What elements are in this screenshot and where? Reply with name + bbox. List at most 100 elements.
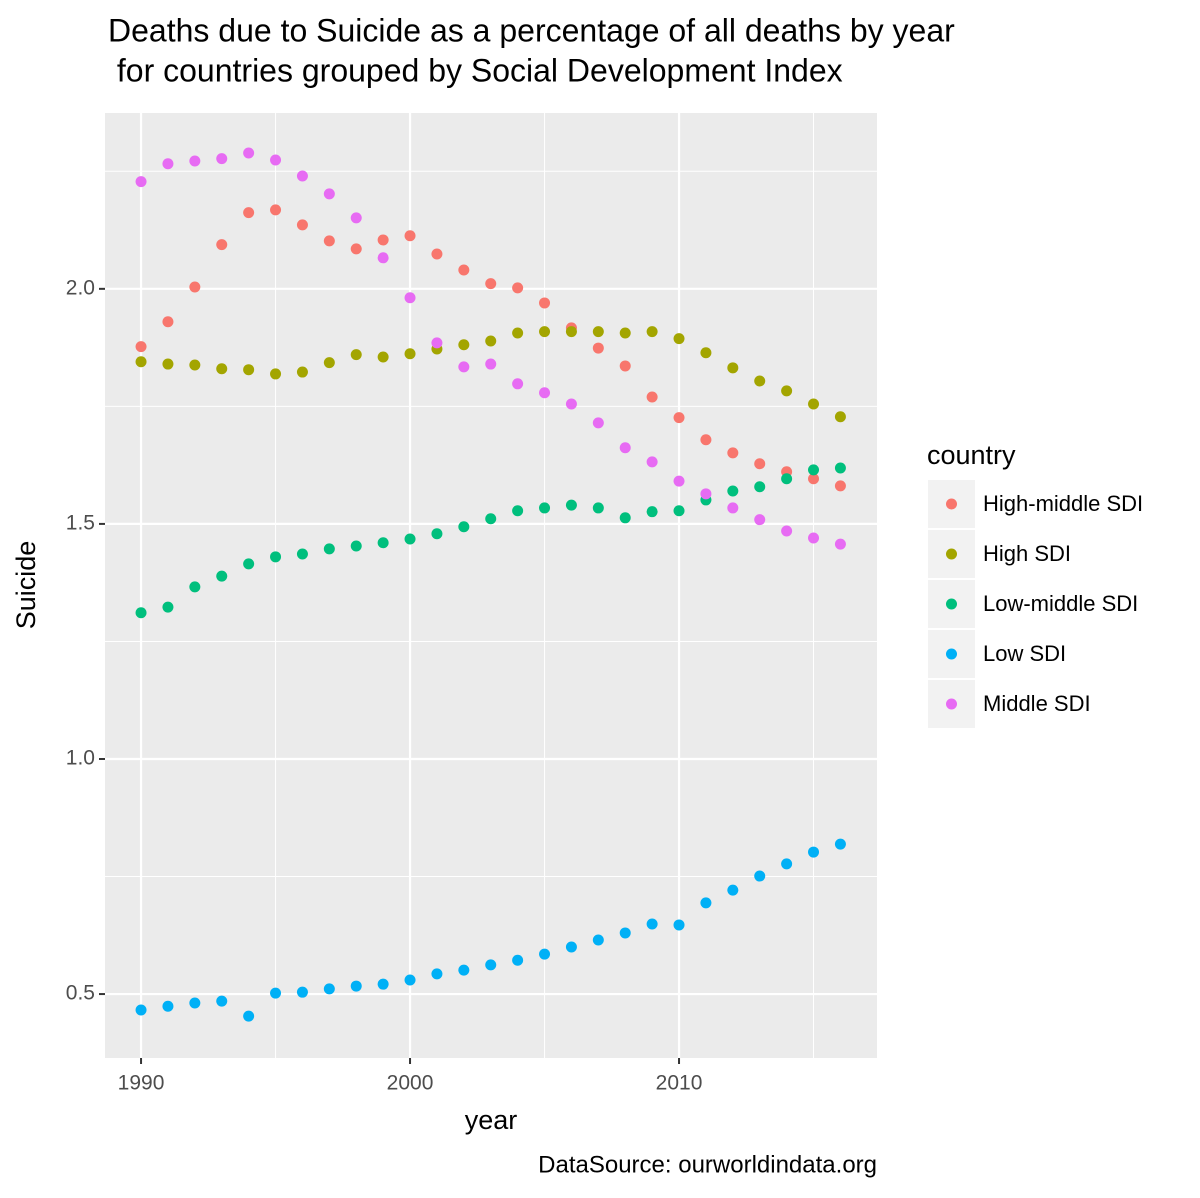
point xyxy=(243,1010,255,1022)
point xyxy=(646,326,658,338)
point xyxy=(781,858,793,870)
point xyxy=(431,968,443,980)
x-axis-label: year xyxy=(465,1105,518,1135)
point xyxy=(162,358,174,370)
point xyxy=(539,326,551,338)
point xyxy=(270,154,282,166)
point xyxy=(619,512,631,524)
point xyxy=(565,398,577,410)
point xyxy=(592,342,604,354)
legend-label: Low-middle SDI xyxy=(983,591,1138,616)
point xyxy=(135,176,147,188)
legend-label: Low SDI xyxy=(983,641,1066,666)
point xyxy=(565,499,577,511)
point xyxy=(270,368,282,380)
point xyxy=(673,505,685,517)
point xyxy=(243,147,255,159)
point xyxy=(243,558,255,570)
point xyxy=(189,581,201,593)
point xyxy=(323,983,335,995)
point xyxy=(754,514,766,526)
point xyxy=(135,1004,147,1016)
point xyxy=(781,385,793,397)
caption: DataSource: ourworldindata.org xyxy=(538,1151,877,1178)
point xyxy=(700,434,712,446)
point xyxy=(350,980,362,992)
point xyxy=(377,234,389,246)
point xyxy=(404,348,416,360)
point xyxy=(565,941,577,953)
point xyxy=(458,521,470,533)
chart-title: for countries grouped by Social Developm… xyxy=(108,52,843,88)
legend-marker xyxy=(946,598,957,610)
y-tick-label: 2.0 xyxy=(66,276,95,299)
point xyxy=(350,540,362,552)
point xyxy=(189,359,201,371)
point xyxy=(431,248,443,260)
point xyxy=(296,366,308,378)
point xyxy=(834,838,846,850)
point xyxy=(700,897,712,909)
point xyxy=(350,349,362,361)
point xyxy=(592,326,604,338)
legend-marker xyxy=(946,648,957,660)
point xyxy=(512,954,524,966)
point xyxy=(619,442,631,454)
point xyxy=(162,601,174,613)
point xyxy=(808,464,820,476)
point xyxy=(296,219,308,231)
point xyxy=(754,375,766,387)
point xyxy=(619,327,631,339)
point xyxy=(592,417,604,429)
point xyxy=(189,997,201,1009)
panel xyxy=(105,113,877,1058)
x-tick-label: 1990 xyxy=(118,1072,165,1095)
point xyxy=(404,533,416,545)
y-axis-label: Suicide xyxy=(11,541,41,630)
point xyxy=(216,239,228,251)
point xyxy=(485,278,497,290)
point xyxy=(485,335,497,347)
point xyxy=(700,347,712,359)
legend-marker xyxy=(946,498,957,510)
point xyxy=(377,252,389,264)
legend-label: Middle SDI xyxy=(983,691,1091,716)
point xyxy=(296,170,308,182)
point xyxy=(673,333,685,345)
y-tick-label: 0.5 xyxy=(66,982,95,1005)
point xyxy=(135,356,147,368)
point xyxy=(808,846,820,858)
point xyxy=(646,506,658,518)
point xyxy=(754,870,766,882)
point xyxy=(646,391,658,403)
point xyxy=(404,292,416,304)
point xyxy=(162,1000,174,1012)
point xyxy=(834,480,846,492)
x-tick-label: 2000 xyxy=(387,1072,434,1095)
point xyxy=(808,473,820,485)
point xyxy=(270,204,282,216)
point xyxy=(458,339,470,351)
point xyxy=(539,948,551,960)
point xyxy=(539,297,551,309)
point xyxy=(834,411,846,423)
point xyxy=(539,387,551,399)
point xyxy=(458,264,470,276)
point xyxy=(458,361,470,373)
point xyxy=(270,551,282,563)
legend-marker xyxy=(946,698,957,710)
point xyxy=(243,364,255,376)
point xyxy=(431,337,443,349)
point xyxy=(512,282,524,294)
legend-label: High-middle SDI xyxy=(983,491,1143,516)
point xyxy=(162,158,174,170)
point xyxy=(727,447,739,459)
point xyxy=(485,959,497,971)
point xyxy=(646,918,658,930)
point xyxy=(296,986,308,998)
point xyxy=(323,235,335,247)
point xyxy=(458,964,470,976)
point xyxy=(216,570,228,582)
